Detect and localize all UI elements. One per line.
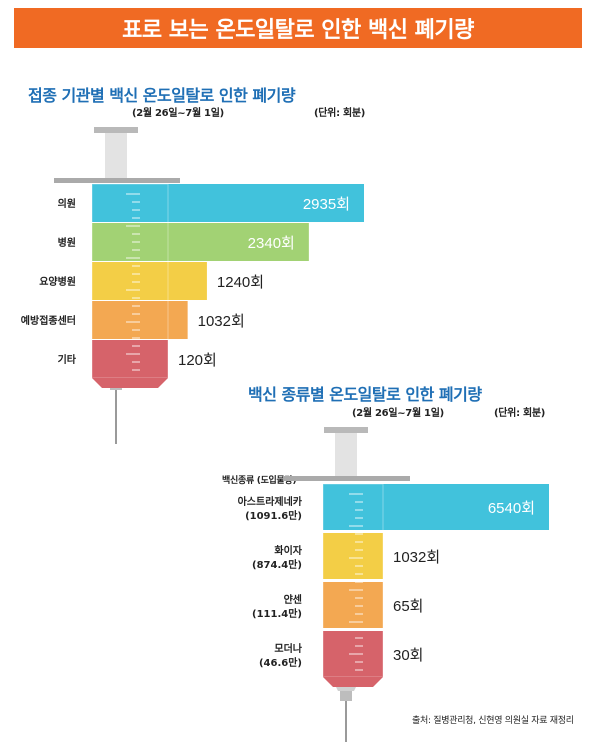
chart2-title: 백신 종류별 온도일탈로 인한 폐기량 [248, 385, 482, 404]
chart1-barrel-bottom [92, 378, 168, 388]
chart2-header-label: 백신종류 (도입물량) [222, 476, 297, 486]
chart2-category-note-0: (1091.6만) [245, 509, 302, 522]
chart1-value-label-2: 1240회 [217, 274, 264, 291]
chart2-category-note-3: (46.6만) [259, 656, 302, 669]
syringe1-plunger-cap [94, 127, 138, 133]
chart2-category-label-0: 아스트라제네카 [238, 495, 303, 508]
chart2-bar-2 [323, 582, 383, 628]
chart1-category-label-3: 예방접종센터 [21, 314, 76, 327]
chart2-category-label-2: 얀센 [284, 593, 302, 606]
chart2-bar-1 [323, 533, 383, 579]
chart2-value-label-0: 6540회 [488, 500, 535, 517]
chart1-value-label-0: 2935회 [303, 196, 350, 213]
chart1-subtitle: (2월 26일~7월 1일) [132, 108, 224, 119]
chart1-unit-note: (단위: 회분) [314, 108, 366, 119]
syringe2-hub-tip [340, 691, 352, 701]
chart2-category-label-1: 화이자 [274, 544, 302, 557]
chart2-category-note-2: (111.4만) [252, 607, 302, 620]
chart2-subtitle: (2월 26일~7월 1일) [352, 408, 444, 419]
source-note: 출처: 질병관리청, 신현영 의원실 자료 재정리 [412, 716, 574, 726]
chart1-category-label-0: 의원 [58, 197, 76, 210]
chart1-bar-2 [92, 262, 207, 300]
chart2-barrel-bottom [323, 677, 383, 687]
chart2-value-label-3: 30회 [393, 647, 424, 664]
syringe1-plunger-rod [105, 133, 127, 178]
chart2-value-label-2: 65회 [393, 598, 424, 615]
syringe2-plunger-rod [335, 433, 357, 476]
syringe2-plunger-cap [324, 427, 368, 433]
chart2-value-label-1: 1032회 [393, 549, 440, 566]
chart1-bar-3 [92, 301, 188, 339]
banner-title: 표로 보는 온도일탈로 인한 백신 폐기량 [14, 8, 582, 48]
chart1-bar-4 [92, 340, 168, 378]
chart2-category-label-3: 모더나 [274, 642, 302, 655]
chart1-category-label-4: 기타 [58, 353, 77, 366]
chart1-value-label-4: 120회 [178, 352, 217, 369]
chart1-bar-0 [92, 184, 364, 222]
chart1-bar-1 [92, 223, 309, 261]
chart1-title: 접종 기관별 백신 온도일탈로 인한 폐기량 [28, 86, 296, 105]
chart1-category-label-2: 요양병원 [39, 275, 76, 288]
chart2-unit-note: (단위: 회분) [494, 408, 546, 419]
chart1-value-label-1: 2340회 [248, 235, 295, 252]
chart2-category-note-1: (874.4만) [252, 558, 302, 571]
chart2-bar-0 [323, 484, 549, 530]
chart1-category-label-1: 병원 [58, 236, 76, 249]
syringe2-flange [283, 476, 410, 481]
chart1-value-label-3: 1032회 [198, 313, 245, 330]
syringe1-flange [54, 178, 180, 183]
